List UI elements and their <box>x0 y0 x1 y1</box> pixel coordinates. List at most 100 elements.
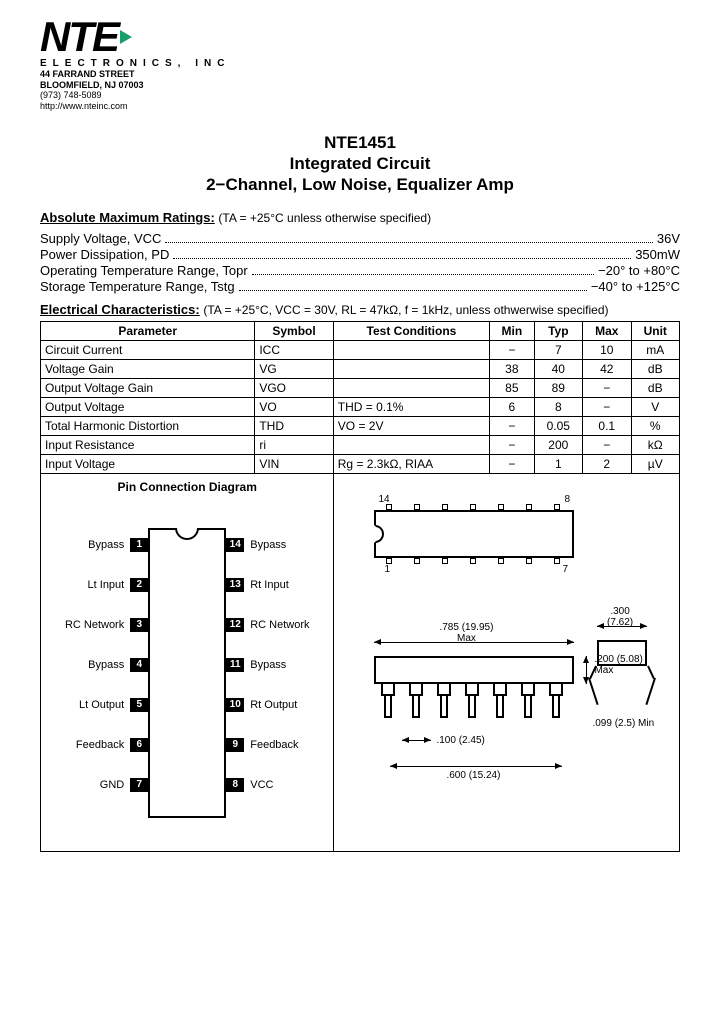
table-cell: THD = 0.1% <box>333 397 489 416</box>
table-cell: − <box>490 416 534 435</box>
table-cell: 200 <box>534 435 582 454</box>
pkg-pin-icon <box>526 504 532 510</box>
pkg-pin-icon <box>470 504 476 510</box>
company-city: BLOOMFIELD, NJ 07003 <box>40 80 680 91</box>
dim-arrow-pitch <box>402 740 431 741</box>
pin-number: 3 <box>130 618 148 632</box>
pin-number: 8 <box>226 778 244 792</box>
pin-row: Bypass1 <box>88 538 148 552</box>
pin-label: Lt Output <box>79 699 124 711</box>
dim-end-width: .300(7.62) <box>607 606 633 628</box>
pin-number: 6 <box>130 738 148 752</box>
end-view: .300(7.62) <box>585 640 659 666</box>
table-cell: 42 <box>583 359 631 378</box>
dim-pin-length: .099 (2.5) Min <box>592 718 654 729</box>
pin-number: 2 <box>130 578 148 592</box>
side-leg-icon <box>492 684 506 716</box>
dim-arrow-span <box>390 766 562 767</box>
table-header: Typ <box>534 321 582 340</box>
table-cell: 6 <box>490 397 534 416</box>
side-leg-icon <box>548 684 562 716</box>
rating-line: Storage Temperature Range, Tstg−40° to +… <box>40 279 680 294</box>
dim-span: .600 (15.24) <box>446 770 500 781</box>
table-cell: dB <box>631 378 680 397</box>
pin-label: Feedback <box>76 739 124 751</box>
pin-label: Bypass <box>88 539 124 551</box>
table-cell: VO = 2V <box>333 416 489 435</box>
side-view <box>374 656 574 684</box>
table-header: Parameter <box>41 321 255 340</box>
pin-marker-1: 1 <box>384 564 390 575</box>
table-cell: Total Harmonic Distortion <box>41 416 255 435</box>
table-cell: VO <box>255 397 333 416</box>
pin-row: RC Network3 <box>65 618 148 632</box>
table-cell: VIN <box>255 454 333 473</box>
table-header: Min <box>490 321 534 340</box>
company-street: 44 FARRAND STREET <box>40 69 680 80</box>
end-body-outline <box>597 640 647 666</box>
dim-width: .785 (19.95)Max <box>439 622 493 644</box>
table-cell <box>333 378 489 397</box>
title-block: NTE1451 Integrated Circuit 2−Channel, Lo… <box>40 132 680 196</box>
table-cell: 8 <box>534 397 582 416</box>
pkg-pin-icon <box>414 504 420 510</box>
pin-number: 10 <box>226 698 244 712</box>
rating-line: Supply Voltage, VCC36V <box>40 231 680 246</box>
table-cell: Input Voltage <box>41 454 255 473</box>
rating-value: −20° to +80°C <box>598 263 680 278</box>
table-row: Voltage GainVG384042dB <box>41 359 680 378</box>
table-header-row: ParameterSymbolTest ConditionsMinTypMaxU… <box>41 321 680 340</box>
table-row: Total Harmonic DistortionTHDVO = 2V−0.05… <box>41 416 680 435</box>
diagram-container: Pin Connection Diagram Bypass1Lt Input2R… <box>40 474 680 852</box>
table-cell: 7 <box>534 340 582 359</box>
table-cell: dB <box>631 359 680 378</box>
pkg-pin-icon <box>554 504 560 510</box>
company-name: ELECTRONICS, INC <box>40 58 680 69</box>
table-cell: Input Resistance <box>41 435 255 454</box>
table-cell: ICC <box>255 340 333 359</box>
pkg-pin-icon <box>554 558 560 564</box>
table-cell: Output Voltage <box>41 397 255 416</box>
pkg-pin-icon <box>526 558 532 564</box>
rating-value: −40° to +125°C <box>591 279 680 294</box>
table-row: Output VoltageVOTHD = 0.1%68−V <box>41 397 680 416</box>
rating-value: 36V <box>657 231 680 246</box>
logo: NTE <box>40 18 680 56</box>
rating-value: 350mW <box>635 247 680 262</box>
ratings-list: Supply Voltage, VCC36VPower Dissipation,… <box>40 231 680 294</box>
table-cell: VGO <box>255 378 333 397</box>
table-cell: 85 <box>490 378 534 397</box>
table-cell: − <box>583 378 631 397</box>
rating-label: Power Dissipation, PD <box>40 247 169 262</box>
table-row: Input VoltageVINRg = 2.3kΩ, RIAA−12µV <box>41 454 680 473</box>
table-header: Unit <box>631 321 680 340</box>
table-cell: mA <box>631 340 680 359</box>
table-cell: Output Voltage Gain <box>41 378 255 397</box>
table-header: Max <box>583 321 631 340</box>
side-leg-icon <box>436 684 450 716</box>
table-cell: − <box>490 454 534 473</box>
top-notch-icon <box>374 525 384 543</box>
company-phone: (973) 748-5089 <box>40 90 680 101</box>
pin-number: 7 <box>130 778 148 792</box>
logo-triangle-icon <box>120 30 132 44</box>
table-cell <box>333 340 489 359</box>
pin-number: 14 <box>226 538 244 552</box>
pin-row: Lt Output5 <box>79 698 148 712</box>
side-leg-icon <box>520 684 534 716</box>
chip-outline <box>148 528 226 818</box>
pkg-pin-icon <box>442 558 448 564</box>
table-row: Input Resistanceri−200−kΩ <box>41 435 680 454</box>
ec-note: (TA = +25°C, VCC = 30V, RL = 47kΩ, f = 1… <box>203 303 608 317</box>
top-view-outline <box>374 510 574 558</box>
pkg-pin-icon <box>498 504 504 510</box>
pin-label: Rt Output <box>250 699 297 711</box>
pin-number: 4 <box>130 658 148 672</box>
ratings-header: Absolute Maximum Ratings: (TA = +25°C un… <box>40 210 680 225</box>
pkg-pin-icon <box>498 558 504 564</box>
table-cell <box>333 435 489 454</box>
chip-notch-icon <box>175 528 199 540</box>
table-cell: − <box>490 435 534 454</box>
table-cell: Circuit Current <box>41 340 255 359</box>
table-row: Circuit CurrentICC−710mA <box>41 340 680 359</box>
